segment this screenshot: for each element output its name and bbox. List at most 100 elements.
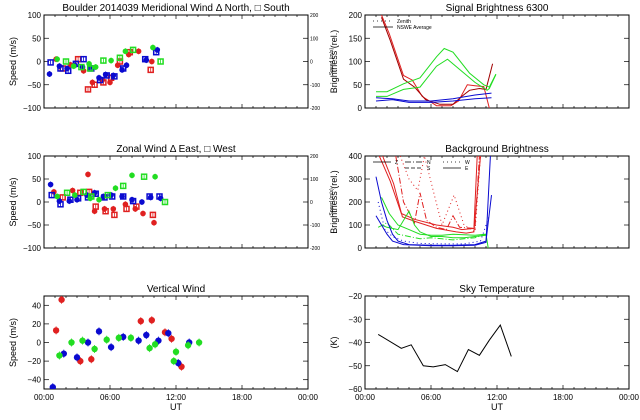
plot-frame xyxy=(43,155,309,249)
panel-meridional: Boulder 2014039 Meridional Wind Δ North,… xyxy=(8,3,335,113)
series-line-green-1 xyxy=(381,197,489,248)
chart-title: Sky Temperature xyxy=(459,284,535,295)
x-tick-label: 00:00 xyxy=(355,393,376,402)
legend-label: NSWE Average xyxy=(397,25,432,31)
y-tick-label: −50 xyxy=(27,221,41,230)
y-axis-label: (K) xyxy=(329,337,339,349)
y-tick-label: 50 xyxy=(353,81,362,90)
chart-title: Background Brightness xyxy=(445,144,548,155)
plot-area xyxy=(375,15,497,108)
y-tick-label: 200 xyxy=(349,198,363,207)
y-right-tick-label: -200 xyxy=(310,246,320,252)
series-line-red-n xyxy=(395,156,480,231)
panel-signal: Signal Brightness 6300 0 50 100 150 200 Bright… xyxy=(329,3,630,113)
y-right-tick-label: -100 xyxy=(310,223,320,229)
y-right-tick-label: 0 xyxy=(310,200,313,206)
plot-area xyxy=(377,324,512,373)
y-tick-label: −100 xyxy=(23,104,42,113)
series-line-red-1 xyxy=(381,15,490,108)
y-tick-label: 50 xyxy=(32,175,41,184)
y-right-tick-label: 200 xyxy=(310,13,319,19)
legend-label: N xyxy=(427,160,431,166)
panel-background: Background Brightness 0 100 200 300 400 Bright… xyxy=(329,144,630,253)
series-line-green-2 xyxy=(376,58,497,97)
y-tick-label: −100 xyxy=(23,244,42,253)
panel-skytemp: Sky Temperature 00:00 06:00 12:00 18:00 00:00… xyxy=(329,284,640,412)
series-line-sky-temperature xyxy=(377,324,512,373)
legend-label: Zenith xyxy=(397,19,411,25)
legend-label: E xyxy=(465,166,469,172)
y-axis-label: Brightness (rel.) xyxy=(329,170,339,234)
x-tick-label: 06:00 xyxy=(100,393,121,402)
x-tick-label: 18:00 xyxy=(232,393,253,402)
y-tick-label: −20 xyxy=(348,292,362,301)
y-right-tick-label: 100 xyxy=(310,36,319,42)
y-tick-label: 200 xyxy=(349,11,363,20)
y-right-axis-label: Speed (m/s) xyxy=(329,48,335,76)
panel-vertical: Vertical Wind 00:00 06:00 12:00 18:00 00:00 UT… xyxy=(8,284,319,412)
x-axis-label: UT xyxy=(170,402,182,412)
y-tick-label: 0 xyxy=(358,244,363,253)
chart-title: Boulder 2014039 Meridional Wind Δ North,… xyxy=(62,3,289,14)
x-axis-label: UT xyxy=(491,402,503,412)
y-tick-label: 0 xyxy=(37,198,42,207)
x-tick-label: 12:00 xyxy=(487,393,508,402)
y-tick-label: 0 xyxy=(37,339,42,348)
series-line-red-e xyxy=(382,156,481,234)
legend-label: S xyxy=(427,166,431,172)
y-tick-label: −50 xyxy=(348,362,362,371)
x-tick-label: 18:00 xyxy=(553,393,574,402)
y-axis-label: Speed (m/s) xyxy=(8,37,18,86)
series-line-blue-2 xyxy=(375,97,492,103)
y-tick-label: 0 xyxy=(358,104,363,113)
y-axis-label: Speed (m/s) xyxy=(8,177,18,226)
plot-frame xyxy=(364,295,630,390)
x-tick-label: 06:00 xyxy=(421,393,442,402)
y-tick-label: 150 xyxy=(349,34,363,43)
series-line-blue-1 xyxy=(375,92,492,102)
y-tick-label: −20 xyxy=(27,357,41,366)
y-right-tick-label: 200 xyxy=(310,154,319,160)
series-line-green-1 xyxy=(376,47,497,93)
y-tick-label: −50 xyxy=(27,81,41,90)
series-line-green-2 xyxy=(381,210,487,239)
plot-area xyxy=(46,44,164,93)
series-line-red-2 xyxy=(381,17,494,105)
chart-title: Zonal Wind Δ East, □ West xyxy=(116,144,235,155)
y-tick-label: 100 xyxy=(28,11,42,20)
plot-area xyxy=(49,296,203,389)
y-tick-label: −30 xyxy=(348,315,362,324)
y-tick-label: 100 xyxy=(28,152,42,161)
y-tick-label: 20 xyxy=(32,320,41,329)
legend-label: Z xyxy=(395,160,398,166)
y-right-tick-label: -200 xyxy=(310,106,320,112)
plot-area xyxy=(375,156,492,248)
x-tick-label: 12:00 xyxy=(166,393,187,402)
y-right-axis-label: Speed (m/s) xyxy=(329,188,335,216)
y-tick-label: 300 xyxy=(349,175,363,184)
y-tick-label: 100 xyxy=(349,58,363,67)
series-line-green-3 xyxy=(377,222,487,241)
y-tick-label: −40 xyxy=(27,376,41,385)
plot-area xyxy=(47,171,169,226)
y-right-tick-label: -100 xyxy=(310,83,320,89)
y-right-tick-label: 100 xyxy=(310,177,319,183)
y-right-tick-label: 0 xyxy=(310,60,313,66)
chart-title: Vertical Wind xyxy=(147,284,205,295)
y-tick-label: −60 xyxy=(348,385,362,394)
series-line-blue-2 xyxy=(375,156,491,247)
y-tick-label: 400 xyxy=(349,152,363,161)
x-tick-label: 00:00 xyxy=(298,393,319,402)
legend-label: W xyxy=(465,160,470,166)
x-tick-label: 00:00 xyxy=(34,393,55,402)
y-tick-label: 0 xyxy=(37,58,42,67)
y-tick-label: 100 xyxy=(349,221,363,230)
chart-title: Signal Brightness 6300 xyxy=(446,3,549,14)
panel-zonal: Zonal Wind Δ East, □ West −100 −50 0 50 100 Sp… xyxy=(8,144,335,253)
y-tick-label: 50 xyxy=(32,34,41,43)
y-tick-label: 40 xyxy=(32,301,41,310)
plot-frame xyxy=(364,155,630,249)
x-tick-label: 00:00 xyxy=(619,393,640,402)
y-tick-label: −40 xyxy=(348,339,362,348)
